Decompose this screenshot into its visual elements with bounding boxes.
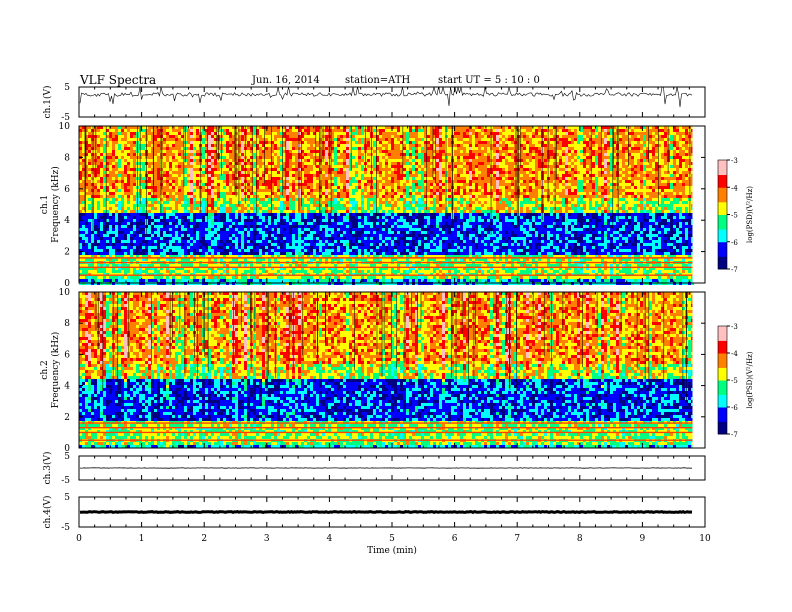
waveform-panel-ch4: 5 -5 ch.4(V): [42, 493, 706, 533]
x-tick-label: 4: [327, 534, 333, 544]
colorbar-tick-label: -6: [731, 239, 738, 247]
y-tick-label: -5: [61, 476, 70, 486]
start-ut-label: start UT = 5 : 10 : 0: [438, 75, 540, 86]
x-tick-label: 2: [201, 534, 207, 544]
colorbar-tick-label: -3: [731, 323, 738, 331]
y-tick-label: 4: [64, 216, 70, 226]
colorbar-tick-label: -5: [731, 377, 738, 385]
y-tick-label: 0: [64, 444, 70, 454]
waveform-trace: [79, 509, 693, 515]
colorbar-ch1: -3 -4 -5 -6 -7 log(PSD)(V²/Hz): [717, 157, 754, 274]
y-tick-label: 8: [64, 319, 70, 329]
y-tick-label: 2: [64, 248, 70, 258]
spectrogram-channel-label: ch.2: [40, 360, 50, 379]
y-tick-label: 0: [64, 279, 70, 289]
spectrogram-panel-ch2: 0 2 4 6 8 10 ch.2 Frequency (kHz): [40, 288, 706, 454]
waveform-trace: [79, 86, 693, 108]
colorbar-tick-label: -5: [731, 212, 738, 220]
y-tick-label: 10: [59, 122, 71, 132]
y-tick-label: 5: [64, 493, 70, 503]
x-tick-label: 0: [76, 534, 82, 544]
colorbar-tick-label: -7: [731, 431, 738, 439]
spectrogram-channel-label: ch.1: [40, 195, 50, 214]
x-tick-label: 6: [452, 534, 458, 544]
colorbar-label: log(PSD)(V²/Hz): [746, 186, 754, 243]
waveform-panel-ch3: 5 -5 ch.3(V): [42, 452, 706, 486]
y-tick-label: -5: [61, 523, 70, 533]
spectrogram-panel-ch1: 0 2 4 6 8 10 ch.1 Frequency (kHz): [40, 122, 706, 289]
waveform-channel-label: ch.3(V): [42, 452, 53, 485]
colorbar-label: log(PSD)(V²/Hz): [746, 351, 754, 408]
y-tick-label: 2: [64, 413, 70, 423]
y-tick-label: 6: [64, 185, 70, 195]
y-tick-label: 4: [64, 382, 70, 392]
colorbar-tick-label: -4: [731, 350, 738, 358]
y-tick-label: 6: [64, 350, 70, 360]
y-tick-label: 8: [64, 153, 70, 163]
y-tick-label: 5: [64, 83, 70, 93]
date-label: Jun. 16, 2014: [252, 75, 320, 86]
x-tick-label: 1: [139, 534, 145, 544]
x-tick-label: 8: [577, 534, 583, 544]
chart-title: VLF Spectra: [80, 73, 156, 87]
colorbar-tick-label: -3: [731, 157, 738, 165]
waveform-channel-label: ch.1(V): [42, 86, 53, 119]
x-axis-label: Time (min): [367, 545, 417, 556]
station-label: station=ATH: [345, 75, 410, 86]
y-tick-label: -5: [61, 113, 70, 123]
colorbar-ch2: -3 -4 -5 -6 -7 log(PSD)(V²/Hz): [717, 323, 754, 439]
spectrogram-y-axis-label: Frequency (kHz): [50, 166, 61, 243]
y-tick-label: 10: [59, 288, 71, 298]
spectrogram-y-axis-label: Frequency (kHz): [50, 332, 61, 409]
y-tick-label: 5: [64, 452, 70, 462]
x-tick-label: 5: [389, 534, 395, 544]
colorbar-tick-label: -7: [731, 266, 738, 274]
colorbar-tick-label: -4: [731, 184, 738, 192]
x-tick-label: 9: [640, 534, 646, 544]
colorbar-tick-label: -6: [731, 404, 738, 412]
waveform-channel-label: ch.4(V): [42, 496, 53, 529]
x-tick-label: 7: [514, 534, 520, 544]
x-axis: 0 1 2 3 4 5 6 7 8 9 10 Time (min): [76, 534, 711, 556]
x-tick-label: 10: [699, 534, 711, 544]
x-tick-label: 3: [264, 534, 270, 544]
waveform-panel-ch1: 5 -5 ch.1(V): [42, 83, 706, 123]
